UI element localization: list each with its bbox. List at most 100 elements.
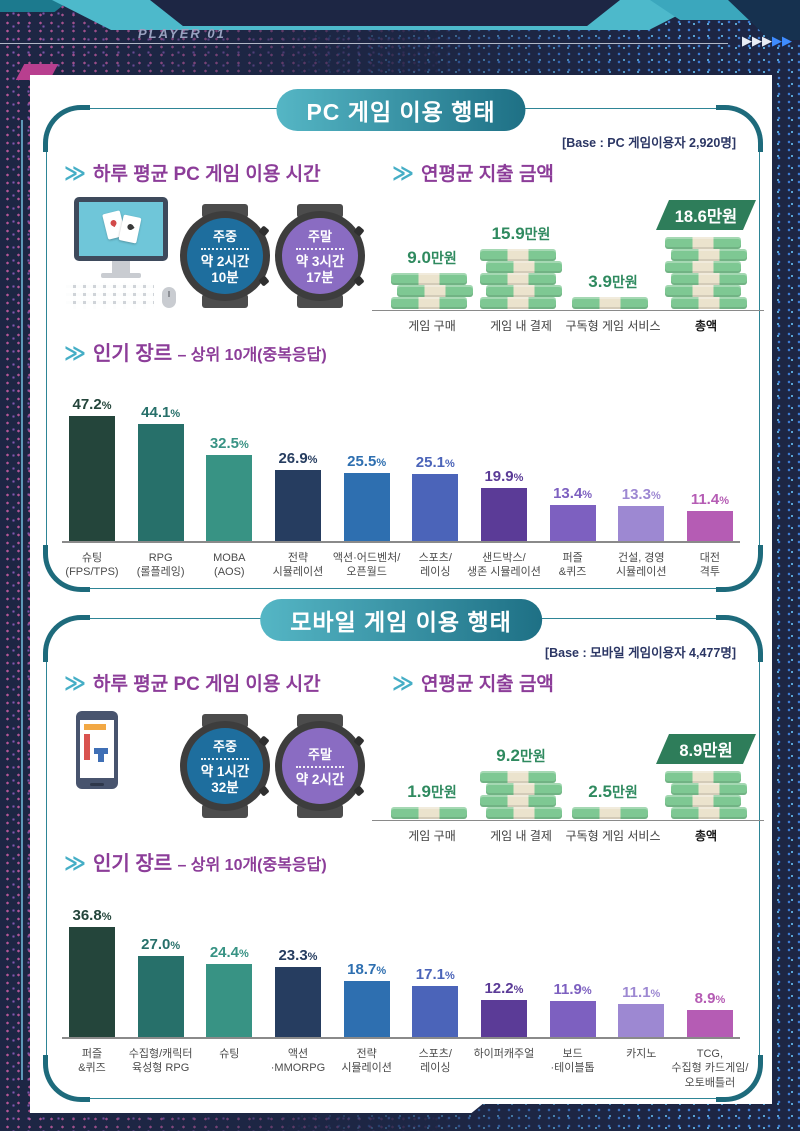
mobile-base-note: [Base : 모바일 게임이용자 4,477명] bbox=[544, 646, 736, 660]
genre-bar bbox=[481, 488, 527, 541]
genre-value-label: 36.8% bbox=[72, 907, 112, 924]
money-bundle-icon bbox=[480, 771, 556, 783]
banner-divider-line bbox=[0, 43, 728, 44]
money-bundle-icon bbox=[397, 285, 473, 297]
axis-line bbox=[62, 541, 740, 543]
genre-bar bbox=[69, 416, 115, 541]
spend-column: 9.2만원 bbox=[483, 746, 559, 819]
pc-spending-chart: 9.0만원 게임 구매 15.9만원 게임 내 결제 3.9만원 구독형 게임 서비스 18… bbox=[380, 195, 762, 311]
genre-category-label: RPG (롤플레잉) bbox=[136, 552, 185, 579]
money-bundle-icon bbox=[665, 237, 741, 249]
genre-value-label: 8.9% bbox=[694, 990, 726, 1007]
money-bundle-icon bbox=[480, 297, 556, 309]
genre-bar bbox=[412, 986, 458, 1037]
double-chevron-icon: ≫ bbox=[392, 672, 414, 695]
genre-category-label: 카지노 bbox=[626, 1048, 657, 1060]
genre-category-label: 슈팅 bbox=[219, 1048, 240, 1060]
genre-category-label: 퍼즐 &퀴즈 bbox=[78, 1048, 106, 1075]
genre-bar bbox=[550, 1001, 596, 1037]
money-bundle-icon bbox=[391, 807, 467, 819]
spend-column: 2.5만원 bbox=[575, 782, 651, 819]
genre-category-label: 퍼즐 &퀴즈 bbox=[558, 552, 587, 579]
genre-bar bbox=[138, 424, 184, 541]
money-stack bbox=[483, 771, 559, 819]
genre-value-label: 32.5% bbox=[209, 435, 249, 452]
genre-category-label: MOBA (AOS) bbox=[213, 552, 246, 579]
money-bundle-icon bbox=[671, 297, 747, 309]
genre-category-label: 하이퍼캐주얼 bbox=[473, 1048, 535, 1060]
spend-column: 18.6만원 bbox=[668, 200, 744, 309]
genre-bar-column: 11.1% 카지노 bbox=[609, 887, 673, 1061]
money-bundle-icon bbox=[671, 249, 747, 261]
money-bundle-icon bbox=[486, 285, 562, 297]
genre-bar-column: 25.1% 스포츠/레이싱 bbox=[403, 391, 467, 580]
total-badge: 8.9만원 bbox=[656, 734, 756, 764]
money-bundle-icon bbox=[665, 771, 741, 783]
money-stack bbox=[394, 807, 470, 819]
genre-value-label: 27.0% bbox=[141, 936, 181, 953]
keyboard-icon bbox=[66, 283, 154, 309]
genre-bar-column: 47.2% 슈팅 (FPS/TPS) bbox=[60, 391, 124, 580]
spend-category-label: 게임 내 결제 bbox=[490, 319, 552, 333]
money-bundle-icon bbox=[572, 807, 648, 819]
mobile-genre-chart: 36.8% 퍼즐 &퀴즈 27.0% 수집형/캐릭터 육성형 RPG 24.4% 슈팅 23.3… bbox=[60, 887, 742, 1090]
spend-category-label: 총액 bbox=[694, 829, 718, 843]
mobile-weekday-watch: 주중 약 1시간 32분 bbox=[180, 721, 270, 811]
genre-value-label: 12.2% bbox=[484, 980, 524, 997]
genre-bar-column: 32.5% MOBA (AOS) bbox=[197, 391, 261, 580]
genre-category-label: 전략 시뮬레이션 bbox=[341, 1048, 392, 1075]
mobile-time-heading: ≫ 하루 평균 PC 게임 이용 시간 bbox=[64, 672, 321, 695]
money-bundle-icon bbox=[572, 297, 648, 309]
double-chevron-icon: ≫ bbox=[64, 162, 86, 185]
desktop-computer-icon bbox=[66, 197, 178, 309]
genre-bar bbox=[275, 470, 321, 541]
mobile-genre-heading: ≫ 인기 장르 – 상위 10개(중복응답) bbox=[64, 852, 327, 875]
genre-value-label: 26.9% bbox=[278, 450, 318, 467]
spend-column: 15.9만원 bbox=[483, 224, 559, 309]
pc-time-heading: ≫ 하루 평균 PC 게임 이용 시간 bbox=[64, 162, 321, 185]
pc-genre-chart: 47.2% 슈팅 (FPS/TPS) 44.1% RPG (롤플레잉) 32.5% MOBA(… bbox=[60, 391, 742, 580]
spend-category-label: 게임 구매 bbox=[408, 319, 456, 333]
banner-left-shape bbox=[0, 0, 70, 12]
genre-bar-column: 13.3% 건설, 경영 시뮬레이션 bbox=[609, 391, 673, 580]
genre-category-label: TCG, 수집형 카드게임/오토배틀러 bbox=[671, 1048, 749, 1089]
genre-bar bbox=[550, 505, 596, 541]
total-badge: 18.6만원 bbox=[656, 200, 756, 230]
pc-base-note: [Base : PC 게임이용자 2,920명] bbox=[562, 136, 736, 150]
mobile-spend-heading: ≫ 연평균 지출 금액 bbox=[392, 672, 554, 695]
genre-bar-column: 23.3% 액션 ·MMORPG bbox=[266, 887, 330, 1076]
infographic-card: PC 게임 이용 행태 [Base : PC 게임이용자 2,920명] ≫ 하루… bbox=[30, 75, 772, 1113]
genre-bar-column: 13.4% 퍼즐 &퀴즈 bbox=[541, 391, 605, 580]
money-bundle-icon bbox=[391, 297, 467, 309]
genre-value-label: 17.1% bbox=[415, 966, 455, 983]
genre-bar-column: 11.9% 보드 ·테이블톱 bbox=[541, 887, 605, 1076]
money-stack bbox=[575, 807, 651, 819]
double-chevron-icon: ≫ bbox=[64, 852, 86, 875]
genre-category-label: 보드 ·테이블톱 bbox=[550, 1048, 595, 1075]
money-bundle-icon bbox=[671, 273, 747, 285]
genre-category-label: 건설, 경영 시뮬레이션 bbox=[615, 552, 667, 579]
spend-column: 9.0만원 bbox=[394, 248, 470, 309]
spend-value-label: 9.0만원 bbox=[407, 248, 457, 267]
pc-spend-heading: ≫ 연평균 지출 금액 bbox=[392, 162, 554, 185]
genre-bar-column: 44.1% RPG (롤플레잉) bbox=[129, 391, 193, 580]
double-chevron-icon: ≫ bbox=[64, 672, 86, 695]
spend-category-label: 구독형 게임 서비스 bbox=[565, 319, 661, 333]
genre-value-label: 19.9% bbox=[484, 468, 524, 485]
spend-column: 3.9만원 bbox=[575, 272, 651, 309]
genre-category-label: 수집형/캐릭터 육성형 RPG bbox=[128, 1048, 193, 1075]
spend-category-label: 게임 구매 bbox=[408, 829, 456, 843]
genre-bar-column: 36.8% 퍼즐 &퀴즈 bbox=[60, 887, 124, 1076]
pc-weekday-watch: 주중 약 2시간 10분 bbox=[180, 211, 270, 301]
money-bundle-icon bbox=[480, 273, 556, 285]
genre-value-label: 23.3% bbox=[278, 947, 318, 964]
banner-inner-shape bbox=[150, 0, 620, 26]
money-bundle-icon bbox=[480, 795, 556, 807]
card-edge-line bbox=[21, 120, 23, 1080]
money-bundle-icon bbox=[665, 795, 741, 807]
mobile-section-title: 모바일 게임 이용 행태 bbox=[260, 599, 542, 641]
smartphone-icon bbox=[76, 711, 118, 789]
genre-bar-column: 8.9% TCG, 수집형 카드게임/오토배틀러 bbox=[678, 887, 742, 1090]
mouse-icon bbox=[162, 287, 176, 308]
spend-value-label: 9.2만원 bbox=[496, 746, 546, 765]
